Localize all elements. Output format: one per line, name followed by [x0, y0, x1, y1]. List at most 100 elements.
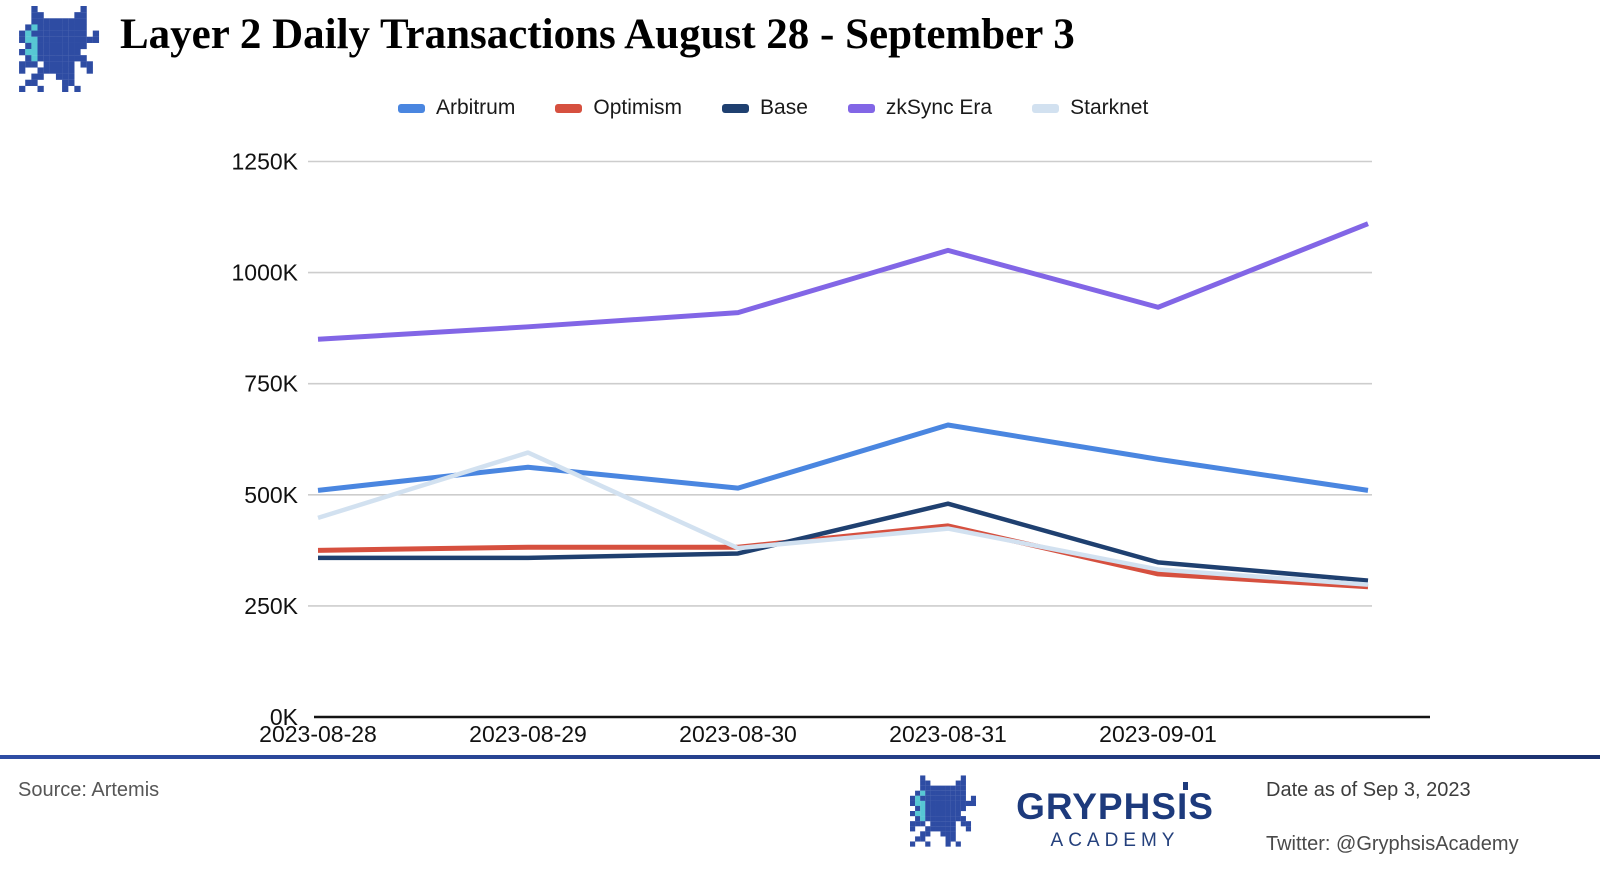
- dragon-pixel: [62, 85, 69, 92]
- dragon-pixel: [49, 18, 57, 25]
- dragon-pixel: [935, 785, 941, 791]
- dragon-pixel: [950, 805, 956, 812]
- dragon-pixel: [945, 821, 951, 827]
- dragon-pixel: [920, 836, 926, 842]
- legend-label: Optimism: [593, 96, 683, 119]
- dragon-pixel: [945, 831, 951, 837]
- dragon-pixel: [43, 24, 50, 31]
- dragon-pixel: [25, 49, 32, 56]
- dragon-pixel: [965, 826, 972, 832]
- gryphsis-dragon-logo: [910, 775, 976, 847]
- dragon-pixel: [945, 790, 951, 796]
- dragon-pixel: [62, 30, 69, 37]
- dragon-pixel: [920, 785, 926, 791]
- dragon-pixel: [960, 790, 966, 796]
- dragon-pixel: [960, 785, 966, 791]
- dragon-pixel: [43, 42, 50, 50]
- dragon-pixel: [950, 816, 956, 822]
- dragon-pixel: [37, 73, 44, 80]
- dragon-pixel: [31, 42, 38, 50]
- date-as-of: Date as of Sep 3, 2023: [1266, 779, 1471, 801]
- dragon-pixel: [925, 780, 931, 786]
- dragon-pixel: [910, 821, 916, 827]
- legend-label: zkSync Era: [885, 96, 993, 119]
- dragon-pixel: [37, 18, 44, 25]
- dragon-pixel: [940, 800, 946, 807]
- dragon-pixel: [25, 24, 32, 31]
- x-tick-label-2023-08-30: 2023-08-30: [679, 721, 797, 747]
- dragon-pixel: [62, 55, 69, 62]
- dragon-pixel: [960, 795, 966, 801]
- dragon-pixel: [965, 821, 972, 827]
- twitter-handle: Twitter: @GryphsisAcademy: [1266, 833, 1519, 855]
- dragon-pixel: [86, 61, 93, 68]
- dragon-pixel: [86, 67, 93, 74]
- dragon-pixel: [31, 24, 38, 31]
- dragon-pixel: [940, 831, 946, 837]
- brand-subtitle: ACADEMY: [1050, 830, 1180, 851]
- dragon-pixel: [37, 49, 44, 56]
- dragon-pixel: [955, 816, 961, 822]
- dragon-pixel: [62, 67, 69, 74]
- dragon-pixel: [68, 49, 75, 56]
- dragon-pixel: [25, 79, 32, 86]
- dragon-pixel: [945, 795, 951, 801]
- dragon-pixel: [74, 24, 81, 31]
- dragon-pixel: [920, 821, 926, 827]
- dragon-pixel: [960, 821, 966, 827]
- dragon-pixel: [945, 805, 951, 812]
- dragon-pixel: [925, 811, 931, 817]
- dragon-pixel: [915, 836, 921, 842]
- dragon-pixel: [960, 800, 966, 807]
- dragon-pixel: [68, 30, 75, 37]
- dragon-pixel: [930, 785, 936, 791]
- legend-label: Starknet: [1070, 96, 1149, 119]
- y-tick-label-0K: 0K: [270, 704, 299, 730]
- dragon-pixel: [920, 795, 926, 801]
- dragon-pixel: [930, 795, 936, 801]
- dragon-pixel: [19, 61, 26, 68]
- dragon-pixel: [68, 18, 75, 25]
- dragon-pixel: [55, 55, 63, 62]
- dragon-pixel: [945, 826, 951, 832]
- dragon-pixel: [80, 24, 87, 31]
- dragon-pixel: [955, 805, 961, 812]
- dragon-pixel: [920, 800, 926, 807]
- dragon-pixel: [925, 826, 931, 832]
- x-tick-label-2023-08-31: 2023-08-31: [889, 721, 1007, 747]
- legend-label: Arbitrum: [436, 96, 516, 119]
- dragon-pixel: [49, 36, 57, 43]
- dragon-pixel: [37, 36, 44, 43]
- dragon-pixel: [49, 24, 57, 31]
- dragon-pixel: [940, 795, 946, 801]
- page-title: Layer 2 Daily Transactions August 28 - S…: [120, 11, 1075, 58]
- legend-swatch: [555, 103, 583, 113]
- dragon-pixel: [920, 811, 926, 817]
- dragon-pixel: [950, 790, 956, 796]
- legend-item-zksync-era: zkSync Era: [847, 96, 993, 120]
- y-tick-label-750K: 750K: [244, 371, 298, 397]
- dragon-pixel: [43, 67, 50, 74]
- source-note: Source: Artemis: [18, 779, 160, 801]
- dragon-pixel: [960, 780, 966, 786]
- legend-swatch: [1032, 103, 1060, 113]
- dragon-pixel: [80, 6, 87, 13]
- dragon-pixel: [930, 826, 936, 832]
- dragon-pixel: [92, 36, 100, 43]
- dragon-pixel: [930, 790, 936, 796]
- dragon-pixel: [62, 79, 69, 86]
- dragon-pixel: [68, 79, 75, 86]
- series-line-base: [318, 501, 1369, 583]
- dragon-pixel: [43, 55, 50, 62]
- dragon-pixel: [43, 61, 50, 68]
- dragon-pixel: [31, 49, 38, 56]
- dragon-pixel: [910, 826, 916, 832]
- dragon-pixel: [940, 816, 946, 822]
- series-line-zksync-era: [317, 221, 1369, 342]
- dragon-pixel: [62, 61, 69, 68]
- dragon-pixel: [80, 12, 87, 19]
- dragon-pixel: [955, 795, 961, 801]
- dragon-pixel: [80, 30, 87, 37]
- dragon-pixel: [920, 805, 926, 812]
- dragon-pixel: [945, 841, 951, 847]
